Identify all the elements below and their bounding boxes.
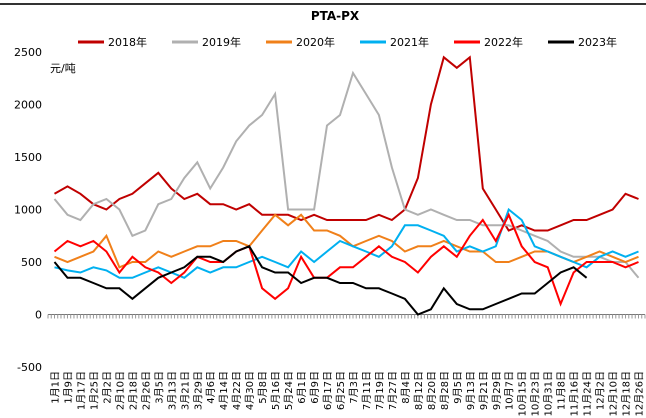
x-tick-label: 1月9日 (62, 371, 74, 404)
x-tick-label: 7月3日 (348, 371, 360, 404)
legend-label: 2021年 (390, 35, 429, 49)
x-tick-label: 12月10日 (608, 371, 620, 416)
x-tick-label: 4月30日 (244, 371, 256, 410)
x-tick-label: 4月6日 (205, 371, 217, 404)
x-tick-label: 3月29日 (192, 371, 204, 410)
x-tick-label: 11月24日 (582, 371, 594, 416)
legend-label: 2018年 (108, 35, 147, 49)
y-axis-label: 元/吨 (50, 62, 76, 75)
x-tick-label: 1月1日 (49, 371, 61, 404)
y-tick-label: 2000 (14, 99, 42, 112)
x-tick-label: 6月17日 (322, 371, 334, 410)
x-tick-label: 5月16日 (270, 371, 282, 410)
x-tick-label: 10月7日 (504, 371, 516, 410)
x-tick-label: 3月5日 (153, 371, 165, 404)
chart-title: PTA-PX (311, 9, 360, 23)
x-tick-label: 2月2日 (101, 371, 113, 404)
x-tick-label: 11月8日 (556, 371, 568, 410)
x-tick-label: 12月18日 (621, 371, 633, 416)
x-tick-label: 12月2日 (595, 371, 607, 410)
x-tick-label: 10月31日 (543, 371, 555, 416)
x-tick-label: 2月26日 (140, 371, 152, 410)
x-tick-label: 6月1日 (296, 371, 308, 404)
x-tick-label: 8月28日 (439, 371, 451, 410)
x-tick-label: 10月15日 (517, 371, 529, 416)
series-line (53, 245, 588, 316)
x-tick-label: 2月18日 (127, 371, 139, 410)
x-tick-label: 5月8日 (257, 371, 269, 404)
x-tick-label: 8月4日 (400, 371, 412, 404)
x-tick-label: 3月21日 (179, 371, 191, 410)
x-tick-label: 5月24日 (283, 371, 295, 410)
x-tick-label: 10月23日 (530, 371, 542, 416)
x-tick-label: 6月9日 (309, 371, 321, 404)
legend-label: 2023年 (578, 35, 617, 49)
x-tick-label: 7月11日 (361, 371, 373, 410)
x-tick-label: 9月13日 (465, 371, 477, 410)
x-tick-label: 8月20日 (426, 371, 438, 410)
x-tick-label: 7月19日 (374, 371, 386, 410)
y-tick-label: 0 (35, 309, 42, 322)
x-tick-label: 1月17日 (75, 371, 87, 410)
x-tick-label: 2月10日 (114, 371, 126, 410)
x-tick-label: 3月13日 (166, 371, 178, 410)
series-line (53, 212, 639, 307)
x-tick-label: 7月27日 (387, 371, 399, 410)
legend-label: 2019年 (202, 35, 241, 49)
series-line (54, 55, 639, 232)
series-line (54, 213, 639, 269)
x-tick-label: 9月21日 (478, 371, 490, 410)
x-tick-label: 9月29日 (491, 371, 503, 410)
x-tick-label: 8月12日 (413, 371, 425, 410)
series-line (53, 70, 640, 279)
x-tick-label: 9月5日 (452, 371, 464, 404)
x-tick-label: 1月25日 (88, 371, 100, 410)
legend-label: 2020年 (296, 35, 335, 49)
y-tick-label: 2500 (14, 46, 42, 59)
x-tick-label: 12月26日 (634, 371, 646, 416)
x-tick-label: 4月14日 (218, 371, 230, 410)
y-tick-label: -500 (17, 361, 42, 374)
x-tick-label: 11月16日 (569, 371, 581, 416)
x-tick-label: 6月25日 (335, 371, 347, 410)
x-tick-label: 4月22日 (231, 371, 243, 410)
y-tick-label: 1000 (14, 204, 42, 217)
legend-label: 2022年 (484, 35, 523, 49)
y-tick-label: 1500 (14, 151, 42, 164)
y-tick-label: 500 (21, 256, 42, 269)
